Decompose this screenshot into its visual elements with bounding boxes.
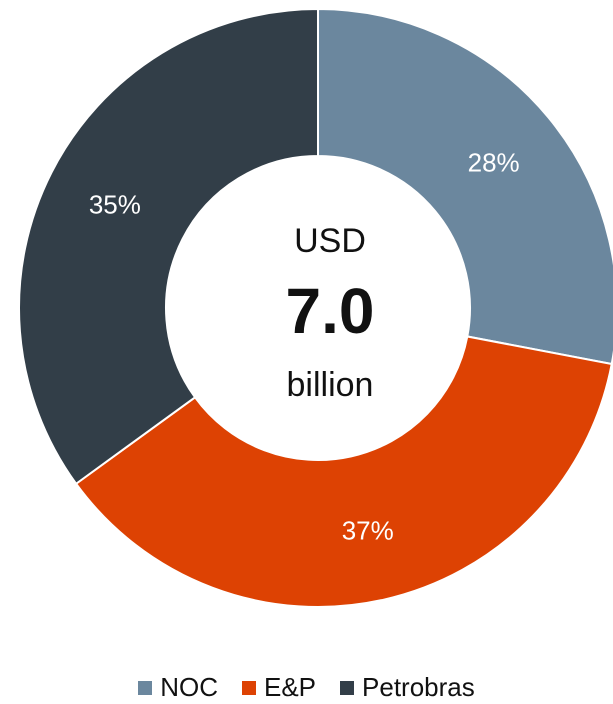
legend-item-noc: NOC <box>138 672 218 703</box>
slice-labels: 28% 37% 35% <box>89 148 520 546</box>
legend-swatch-ep <box>242 680 256 695</box>
donut-slices <box>18 7 613 608</box>
legend-label-ep: E&P <box>264 672 317 702</box>
legend-item-petrobras: Petrobras <box>340 672 475 703</box>
legend-swatch-petrobras <box>340 680 355 695</box>
legend-swatch-noc <box>138 680 153 695</box>
donut-chart: 28% 37% 35% USD 7.0 billion <box>18 7 613 608</box>
slice-petrobras <box>18 7 319 486</box>
legend-label-petrobras: Petrobras <box>362 672 475 702</box>
legend-label-noc: NOC <box>160 672 218 702</box>
legend-item-ep: E&P <box>242 672 316 703</box>
slice-ep <box>74 335 613 608</box>
slice-noc <box>317 7 613 366</box>
center-unit-top: USD <box>294 222 366 260</box>
center-unit-bottom: billion <box>287 366 374 404</box>
slice-label-noc: 28% <box>468 148 520 178</box>
slice-label-ep: 37% <box>342 516 394 546</box>
legend: NOC E&P Petrobras <box>0 672 613 703</box>
slice-label-petrobras: 35% <box>89 189 141 219</box>
center-value: 7.0 <box>286 275 375 347</box>
